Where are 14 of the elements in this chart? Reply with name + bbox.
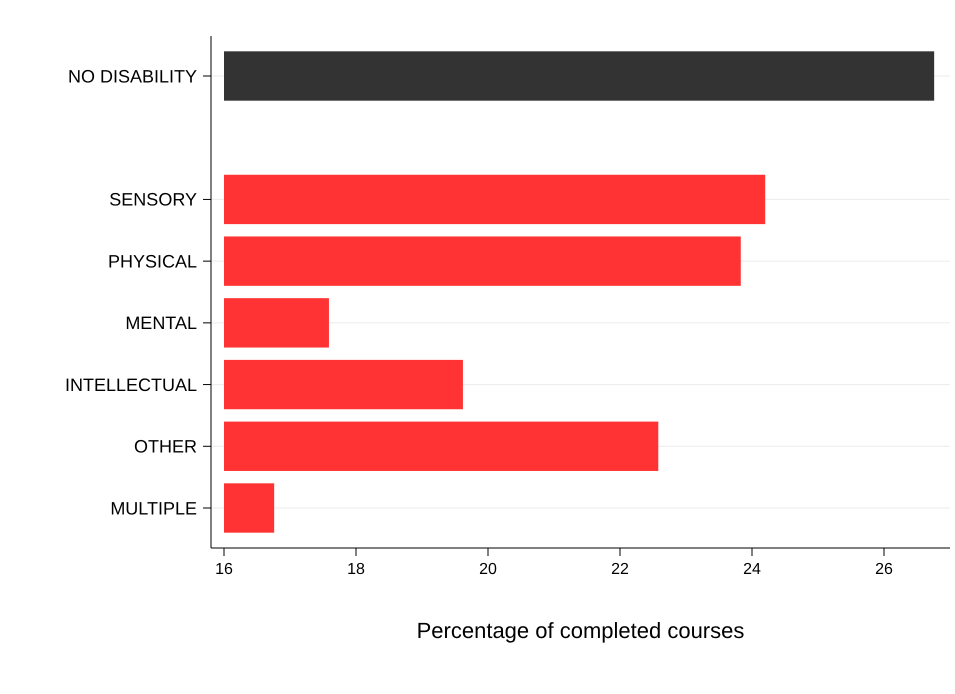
x-tick-label: 18 <box>347 561 365 578</box>
y-tick-label: MULTIPLE <box>110 498 197 518</box>
y-tick-label: NO DISABILITY <box>68 66 197 86</box>
y-tick-label: PHYSICAL <box>108 251 197 272</box>
y-tick-label: OTHER <box>134 436 197 457</box>
x-tick-label: 20 <box>479 561 497 578</box>
x-tick-label: 24 <box>743 561 761 578</box>
x-tick-label: 22 <box>611 561 629 578</box>
x-tick-label: 26 <box>875 561 893 578</box>
x-tick-label: 16 <box>215 561 233 578</box>
x-axis-title: Percentage of completed courses <box>416 618 744 643</box>
y-tick-label: MENTAL <box>125 313 197 334</box>
y-tick-label: SENSORY <box>109 190 197 210</box>
y-tick-label: INTELLECTUAL <box>64 374 197 395</box>
